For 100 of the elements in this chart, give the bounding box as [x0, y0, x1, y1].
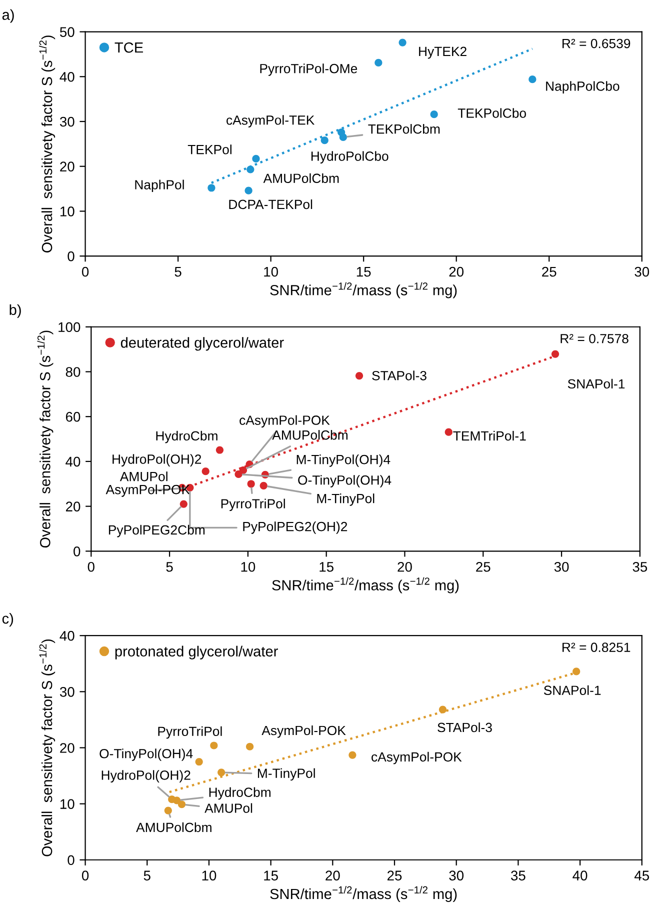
point [374, 58, 382, 67]
x-tick-label: 0 [82, 870, 89, 880]
point [444, 428, 452, 436]
legend-label: deuterated glycerol/water [120, 337, 284, 351]
annotation: R² = 0.7578 [560, 334, 628, 344]
y-tick-label: 20 [60, 743, 74, 753]
point [208, 184, 216, 192]
x-tick-label: 25 [387, 870, 402, 880]
x-tick-label: 10 [264, 266, 278, 277]
y-tick-label: 30 [60, 116, 74, 127]
point [438, 706, 447, 714]
annotation: TEKPolCbo [458, 108, 526, 118]
x-tick-label: 5 [174, 266, 182, 277]
x-tick-label: 5 [166, 562, 173, 572]
annotation: PyrroTriPol-OMe [260, 64, 358, 76]
point [195, 758, 203, 766]
x-tick-label: 45 [634, 870, 650, 880]
x-tick-label: 35 [632, 562, 648, 572]
annotation: HydroPol(OH)2 [102, 770, 190, 782]
annotation: PyrroTriPol [158, 726, 222, 739]
x-tick-label: 35 [511, 870, 526, 880]
annotation: M-TinyPol(OH)4 [296, 454, 390, 467]
point [247, 480, 255, 488]
y-tick-label: 40 [66, 456, 80, 467]
annotation: AMUPolCbm [263, 173, 339, 184]
annotation: O-TinyPol(OH)4 [100, 748, 193, 761]
point [164, 806, 172, 814]
point [246, 742, 254, 750]
point [210, 742, 218, 750]
point [339, 133, 347, 141]
annotation: STAPol-3 [438, 722, 492, 732]
point [551, 350, 560, 358]
point [355, 372, 364, 380]
annotation: R² = 0.6539 [562, 38, 630, 48]
y-tick-label: 0 [68, 251, 74, 262]
point [234, 470, 242, 478]
annotation: M-TinyPol [258, 768, 315, 781]
annotation: HydroPol(OH)2 [112, 454, 202, 466]
y-tick-label: 60 [66, 412, 80, 422]
annotation: M-TinyPol [317, 494, 374, 506]
point [216, 446, 224, 454]
x-tick-label: 30 [554, 562, 569, 572]
annotation: cAsymPol-POK [240, 415, 330, 428]
y-tick-label: 100 [58, 322, 80, 332]
point [430, 110, 438, 118]
annotation: STAPol-3 [372, 370, 426, 380]
legend-label: TCE [114, 42, 143, 53]
point [252, 154, 260, 163]
point [218, 768, 226, 776]
annotation: PyPolPEG2(OH)2 [243, 522, 348, 534]
annotation: AsymPol-POK [106, 484, 190, 497]
point [178, 800, 186, 808]
x-tick-label: 30 [634, 266, 650, 277]
x-axis-title: SNR/time$^{−1/2}$/mass (s$^{−1/2}$ mg) [270, 282, 457, 298]
annotation: AMUPol [120, 472, 168, 482]
x-tick-label: 20 [398, 562, 412, 572]
x-tick-label: 25 [542, 266, 556, 277]
y-tick-label: 0 [74, 546, 80, 556]
annotation: O-TinyPol(OH)4 [298, 475, 392, 488]
y-axis-title: Overall sensitivety factor S (s$^{−1/2}$) [39, 639, 56, 856]
annotation: SNAPol-1 [544, 685, 601, 696]
point [320, 136, 328, 144]
point [572, 668, 580, 676]
annotation: DCPA-TEKPol [229, 199, 312, 210]
point [398, 38, 406, 46]
annotation: NaphPol [135, 180, 184, 192]
annotation: cAsymPol-POK [372, 752, 462, 764]
annotation: HydroCbm [156, 430, 218, 444]
y-tick-label: 10 [60, 799, 74, 809]
x-tick-label: 25 [476, 562, 490, 572]
annotation: AsymPol-POK [262, 725, 346, 738]
point [180, 500, 188, 508]
y-axis-title: Overall sensitivety factor S (s$^{−1/2}$) [37, 330, 54, 548]
annotation: TEMTriPol-1 [453, 430, 526, 441]
y-tick-label: 40 [60, 72, 74, 82]
x-tick-label: 30 [449, 870, 464, 880]
x-axis-title: SNR/time$^{−1/2}$/mass (s$^{−1/2}$ mg) [270, 886, 457, 902]
legend-label: protonated glycerol/water [115, 646, 278, 660]
y-tick-label: 10 [60, 206, 74, 216]
chart-title: a) [2, 9, 14, 23]
y-axis-title: Overall sensitivety factor S (s$^{−1/2}$) [39, 36, 56, 252]
point [528, 76, 536, 84]
annotation: SNAPol-1 [568, 378, 625, 389]
annotation: AMUPolCbm [136, 822, 212, 832]
annotation: PyrroTriPol [221, 498, 285, 512]
x-tick-label: 15 [264, 870, 278, 880]
x-tick-label: 5 [144, 870, 150, 880]
annotation: cAsymPol-TEK [226, 115, 315, 128]
annotation: TEKPolCbm [368, 124, 440, 134]
x-tick-label: 0 [88, 562, 94, 572]
y-tick-label: 30 [60, 687, 74, 697]
point [244, 186, 252, 194]
x-tick-label: 15 [356, 266, 371, 277]
x-tick-label: 10 [241, 562, 256, 572]
point [260, 482, 268, 490]
point [202, 468, 210, 476]
x-axis-title: SNR/time$^{−1/2}$/mass (s$^{−1/2}$ mg) [272, 577, 459, 594]
y-tick-label: 20 [66, 502, 80, 512]
chart-title: b) [10, 304, 21, 318]
y-tick-label: 80 [66, 367, 80, 377]
